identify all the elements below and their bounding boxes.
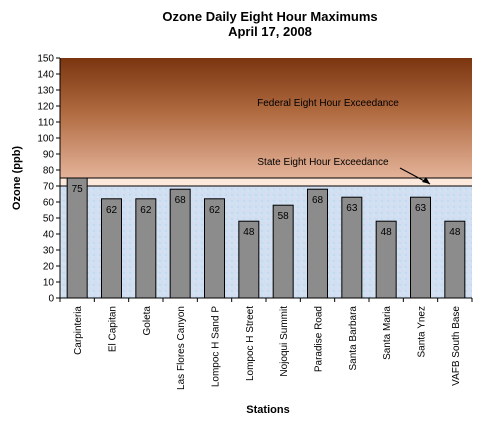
- x-category-label: Santa Maria: [382, 306, 393, 360]
- bar-data-label: 63: [415, 203, 427, 214]
- bar-data-label: 62: [140, 205, 152, 216]
- y-tick-label: 0: [48, 294, 54, 305]
- y-tick-label: 120: [37, 102, 54, 113]
- x-category-label: VAFB South Base: [451, 306, 462, 386]
- x-category-label: Paradise Road: [314, 306, 325, 372]
- chart-subtitle: April 17, 2008: [228, 24, 312, 39]
- y-tick-label: 90: [43, 150, 55, 161]
- federal-exceedance-zone: [60, 58, 472, 178]
- federal-exceedance-label: Federal Eight Hour Exceedance: [257, 98, 399, 109]
- y-tick-label: 110: [38, 118, 54, 129]
- bar-data-label: 68: [312, 195, 324, 206]
- x-category-label: Carpinteria: [73, 306, 84, 355]
- chart-title: Ozone Daily Eight Hour Maximums: [162, 9, 377, 24]
- x-axis-label: Stations: [246, 404, 289, 416]
- bar-data-label: 63: [346, 203, 358, 214]
- x-category-label: Santa Barbara: [348, 306, 359, 371]
- state-label-arrowhead: [422, 177, 430, 184]
- y-tick-label: 140: [37, 70, 54, 81]
- x-category-label: Santa Ynez: [417, 306, 428, 358]
- y-tick-label: 130: [37, 86, 54, 97]
- normal-zone: [60, 186, 472, 298]
- y-tick-label: 60: [43, 198, 55, 209]
- plot-area: Federal Eight Hour Exceedance State Eight…: [37, 54, 473, 390]
- bar: [66, 177, 88, 299]
- y-tick-label: 40: [43, 230, 55, 241]
- bar-data-label: 48: [449, 227, 461, 238]
- y-tick-label: 150: [37, 54, 54, 65]
- state-exceedance-band: [60, 178, 472, 186]
- x-category-label: Lompoc H Street: [245, 306, 256, 381]
- bar-data-label: 58: [278, 211, 290, 222]
- y-tick-label: 80: [43, 166, 55, 177]
- bar-data-label: 75: [72, 184, 84, 195]
- y-tick-label: 70: [43, 182, 55, 193]
- bar-data-label: 62: [106, 205, 118, 216]
- bar-data-label: 48: [381, 227, 393, 238]
- x-category-label: Goleta: [142, 306, 153, 336]
- x-category-label: Las Flores Canyon: [176, 306, 187, 390]
- x-category-label: Lompoc H Sand P: [211, 306, 222, 387]
- y-tick-label: 20: [43, 262, 55, 273]
- y-tick-label: 100: [37, 134, 54, 145]
- bar-data-label: 62: [209, 205, 221, 216]
- bar-data-label: 48: [243, 227, 255, 238]
- y-tick-label: 30: [43, 246, 55, 257]
- y-axis-label: Ozone (ppb): [11, 146, 23, 210]
- state-exceedance-label: State Eight Hour Exceedance: [257, 157, 389, 168]
- y-tick-label: 50: [43, 214, 55, 225]
- bar-data-label: 68: [175, 195, 187, 206]
- y-tick-label: 10: [43, 278, 55, 289]
- x-category-label: El Capitan: [108, 306, 119, 352]
- x-category-label: Nojoqui Summit: [279, 306, 290, 377]
